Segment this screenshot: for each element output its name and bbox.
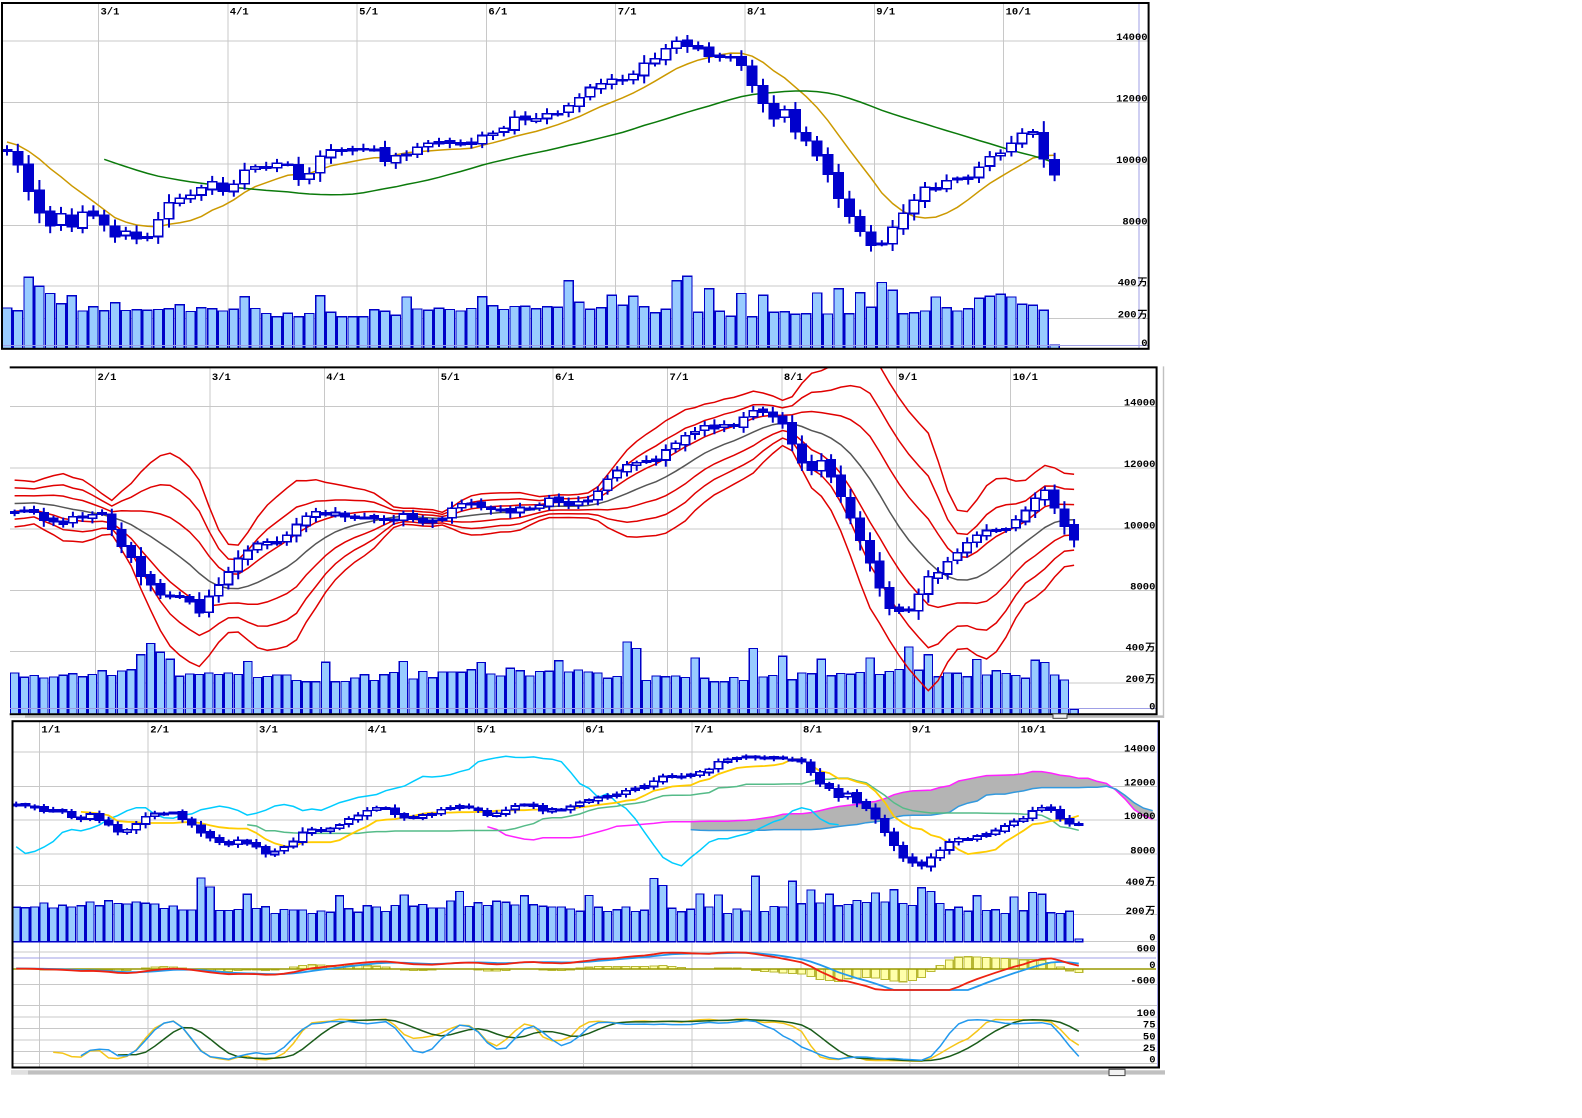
svg-text:5/1: 5/1 bbox=[359, 7, 378, 19]
svg-text:9/1: 9/1 bbox=[876, 7, 895, 19]
svg-text:200: 200 bbox=[1126, 906, 1145, 918]
svg-text:3/1: 3/1 bbox=[212, 372, 231, 384]
svg-text:5/1: 5/1 bbox=[477, 725, 496, 737]
svg-text:400: 400 bbox=[1118, 277, 1137, 289]
svg-text:10/1: 10/1 bbox=[1021, 725, 1046, 737]
svg-text:10000: 10000 bbox=[1124, 520, 1156, 532]
svg-text:600: 600 bbox=[1137, 943, 1156, 955]
svg-text:10/1: 10/1 bbox=[1013, 372, 1038, 384]
svg-text:12000: 12000 bbox=[1116, 94, 1148, 106]
svg-text:8000: 8000 bbox=[1130, 582, 1155, 594]
svg-text:400: 400 bbox=[1126, 877, 1145, 889]
svg-text:12000: 12000 bbox=[1124, 778, 1156, 790]
svg-text:200: 200 bbox=[1125, 674, 1144, 686]
svg-text:0: 0 bbox=[1149, 702, 1155, 714]
svg-text:8/1: 8/1 bbox=[784, 372, 803, 384]
svg-text:2/1: 2/1 bbox=[150, 725, 169, 737]
svg-text:10/1: 10/1 bbox=[1006, 7, 1031, 19]
svg-text:6/1: 6/1 bbox=[488, 7, 507, 19]
svg-text:6/1: 6/1 bbox=[555, 372, 574, 384]
svg-text:3/1: 3/1 bbox=[101, 7, 120, 19]
svg-text:2/1: 2/1 bbox=[98, 372, 117, 384]
svg-text:14000: 14000 bbox=[1116, 32, 1148, 44]
svg-text:200: 200 bbox=[1118, 310, 1137, 322]
svg-text:8000: 8000 bbox=[1122, 217, 1147, 229]
svg-text:4/1: 4/1 bbox=[230, 7, 249, 19]
svg-text:0: 0 bbox=[1149, 1055, 1155, 1067]
svg-text:1/1: 1/1 bbox=[41, 725, 60, 737]
svg-text:400: 400 bbox=[1125, 643, 1144, 655]
svg-text:0: 0 bbox=[1149, 933, 1155, 945]
svg-text:50: 50 bbox=[1143, 1031, 1156, 1043]
svg-text:8/1: 8/1 bbox=[803, 725, 822, 737]
svg-text:12000: 12000 bbox=[1124, 459, 1156, 471]
svg-text:7/1: 7/1 bbox=[670, 372, 689, 384]
svg-text:-600: -600 bbox=[1130, 976, 1155, 988]
svg-text:4/1: 4/1 bbox=[368, 725, 387, 737]
svg-text:3/1: 3/1 bbox=[259, 725, 278, 737]
svg-text:14000: 14000 bbox=[1124, 398, 1156, 410]
svg-text:75: 75 bbox=[1143, 1020, 1156, 1032]
svg-text:6/1: 6/1 bbox=[585, 725, 604, 737]
svg-text:9/1: 9/1 bbox=[912, 725, 931, 737]
svg-text:7/1: 7/1 bbox=[618, 7, 637, 19]
svg-text:100: 100 bbox=[1137, 1008, 1156, 1020]
svg-text:14000: 14000 bbox=[1124, 743, 1156, 755]
svg-text:10000: 10000 bbox=[1116, 155, 1148, 167]
svg-text:5/1: 5/1 bbox=[441, 372, 460, 384]
svg-text:9/1: 9/1 bbox=[898, 372, 917, 384]
svg-text:25: 25 bbox=[1143, 1043, 1156, 1055]
svg-text:8000: 8000 bbox=[1130, 845, 1155, 857]
svg-text:0: 0 bbox=[1141, 338, 1147, 350]
svg-text:10000: 10000 bbox=[1124, 811, 1156, 823]
svg-text:8/1: 8/1 bbox=[747, 7, 766, 19]
svg-text:0: 0 bbox=[1149, 960, 1155, 972]
svg-text:7/1: 7/1 bbox=[694, 725, 713, 737]
svg-text:4/1: 4/1 bbox=[326, 372, 345, 384]
